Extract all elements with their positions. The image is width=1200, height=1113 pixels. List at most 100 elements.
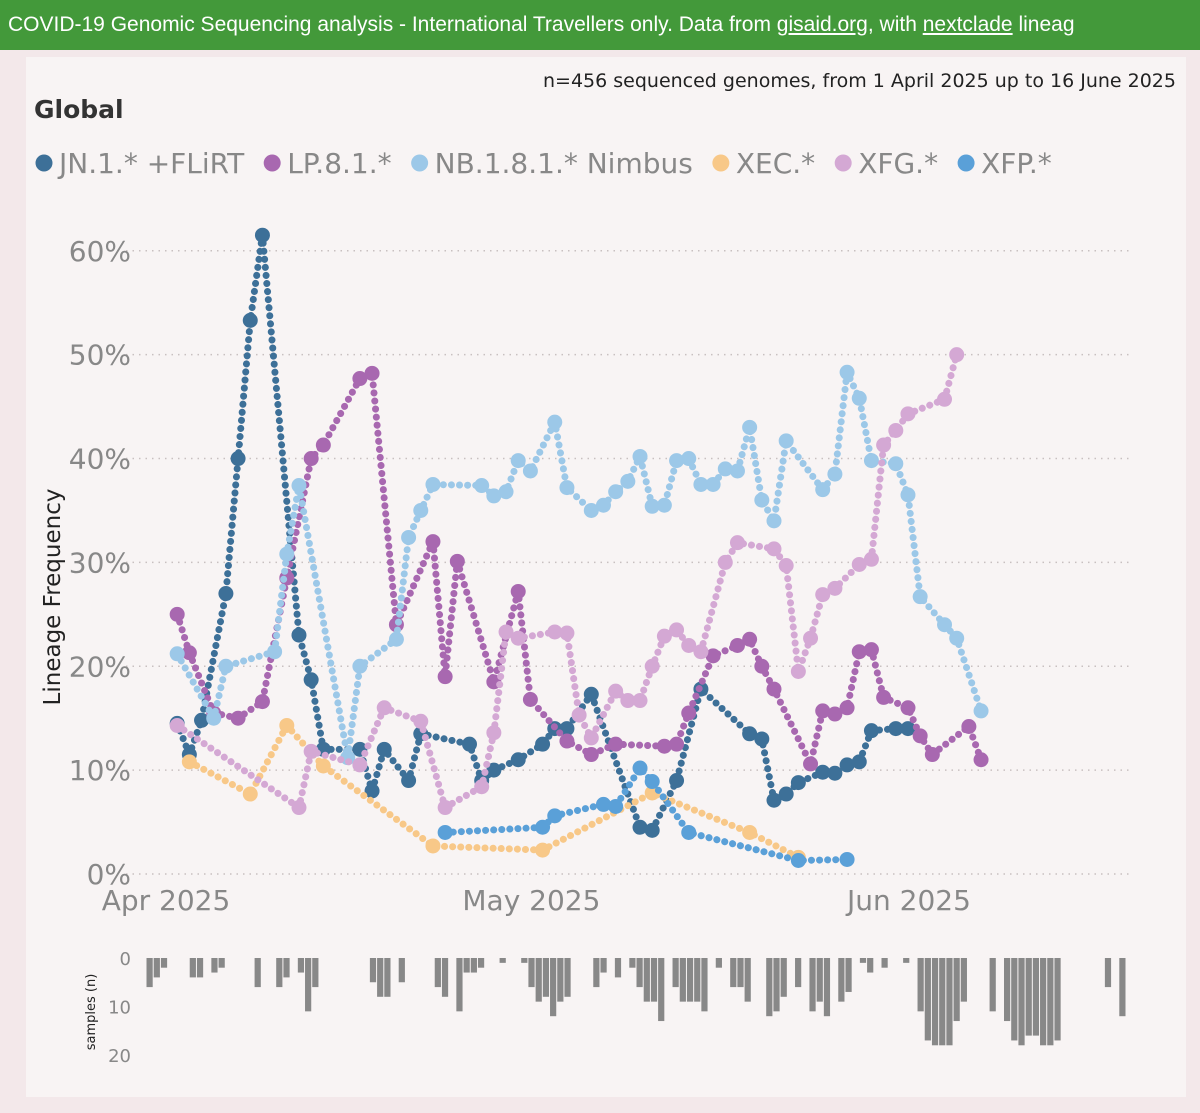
data-point[interactable] (815, 703, 831, 719)
data-point[interactable] (644, 498, 660, 514)
data-point[interactable] (900, 487, 916, 503)
data-point[interactable] (303, 451, 319, 467)
data-point[interactable] (437, 669, 453, 685)
data-point[interactable] (547, 808, 563, 824)
data-point[interactable] (242, 786, 258, 802)
data-point[interactable] (912, 589, 928, 605)
data-point[interactable] (863, 642, 879, 658)
data-point[interactable] (681, 637, 697, 653)
data-point[interactable] (352, 658, 368, 674)
data-point[interactable] (522, 691, 538, 707)
data-point[interactable] (583, 747, 599, 763)
data-point[interactable] (656, 738, 672, 754)
data-point[interactable] (790, 663, 806, 679)
data-point[interactable] (778, 558, 794, 574)
data-point[interactable] (863, 453, 879, 469)
data-point[interactable] (462, 736, 477, 752)
data-point[interactable] (717, 554, 733, 570)
data-point[interactable] (169, 646, 185, 662)
data-point[interactable] (474, 478, 490, 494)
data-point[interactable] (364, 783, 380, 799)
data-point[interactable] (681, 824, 697, 840)
data-point[interactable] (608, 798, 624, 814)
data-point[interactable] (303, 672, 319, 688)
data-point[interactable] (863, 551, 879, 567)
data-point[interactable] (851, 644, 867, 660)
data-point[interactable] (413, 502, 429, 518)
data-point[interactable] (681, 705, 697, 721)
data-point[interactable] (839, 364, 855, 380)
data-point[interactable] (803, 756, 819, 772)
data-point[interactable] (912, 728, 928, 744)
data-point[interactable] (218, 658, 234, 674)
data-point[interactable] (863, 723, 879, 739)
data-point[interactable] (851, 754, 867, 770)
data-point[interactable] (254, 694, 270, 710)
data-point[interactable] (486, 488, 502, 504)
data-point[interactable] (425, 838, 441, 854)
data-point[interactable] (766, 681, 782, 697)
data-point[interactable] (303, 743, 319, 759)
data-point[interactable] (729, 535, 745, 551)
data-point[interactable] (900, 721, 916, 737)
data-point[interactable] (815, 764, 831, 780)
data-point[interactable] (608, 736, 624, 752)
data-point[interactable] (547, 414, 563, 430)
data-point[interactable] (352, 371, 368, 387)
data-point[interactable] (254, 227, 270, 243)
data-point[interactable] (949, 347, 965, 363)
data-point[interactable] (486, 762, 502, 778)
data-point[interactable] (181, 645, 197, 661)
data-point[interactable] (486, 725, 502, 741)
data-point[interactable] (401, 773, 417, 789)
data-point[interactable] (559, 733, 575, 749)
data-point[interactable] (388, 631, 404, 647)
data-point[interactable] (583, 730, 599, 746)
data-point[interactable] (839, 757, 855, 773)
data-point[interactable] (669, 736, 685, 752)
data-point[interactable] (425, 476, 441, 492)
data-point[interactable] (827, 580, 843, 596)
data-point[interactable] (693, 476, 709, 492)
data-point[interactable] (876, 689, 892, 705)
data-point[interactable] (535, 842, 551, 858)
data-point[interactable] (291, 800, 307, 816)
data-point[interactable] (522, 463, 538, 479)
data-point[interactable] (632, 760, 648, 776)
data-point[interactable] (803, 630, 819, 646)
data-point[interactable] (839, 851, 855, 867)
data-point[interactable] (949, 630, 965, 646)
data-point[interactable] (583, 502, 599, 518)
data-point[interactable] (644, 658, 660, 674)
data-point[interactable] (656, 628, 672, 644)
data-point[interactable] (401, 529, 417, 545)
data-point[interactable] (315, 437, 331, 453)
data-point[interactable] (230, 451, 246, 467)
data-point[interactable] (206, 710, 222, 726)
data-point[interactable] (778, 433, 794, 449)
nextclade-link[interactable]: nextclade (922, 13, 1013, 36)
data-point[interactable] (644, 774, 660, 790)
gisaid-link[interactable]: gisaid.org (776, 13, 868, 36)
data-point[interactable] (693, 644, 709, 660)
data-point[interactable] (169, 717, 185, 733)
data-point[interactable] (498, 624, 514, 640)
data-point[interactable] (510, 453, 526, 469)
data-point[interactable] (973, 752, 989, 768)
data-point[interactable] (973, 703, 989, 719)
data-point[interactable] (937, 617, 953, 633)
data-point[interactable] (669, 622, 685, 638)
data-point[interactable] (815, 587, 831, 603)
data-point[interactable] (742, 419, 758, 435)
data-point[interactable] (632, 448, 648, 464)
data-point[interactable] (632, 693, 648, 709)
data-point[interactable] (583, 686, 599, 702)
data-point[interactable] (754, 731, 770, 747)
data-point[interactable] (620, 693, 636, 709)
data-point[interactable] (900, 406, 916, 422)
data-point[interactable] (754, 492, 770, 508)
data-point[interactable] (705, 476, 721, 492)
data-point[interactable] (669, 773, 685, 789)
data-point[interactable] (839, 700, 855, 716)
data-point[interactable] (279, 546, 295, 562)
